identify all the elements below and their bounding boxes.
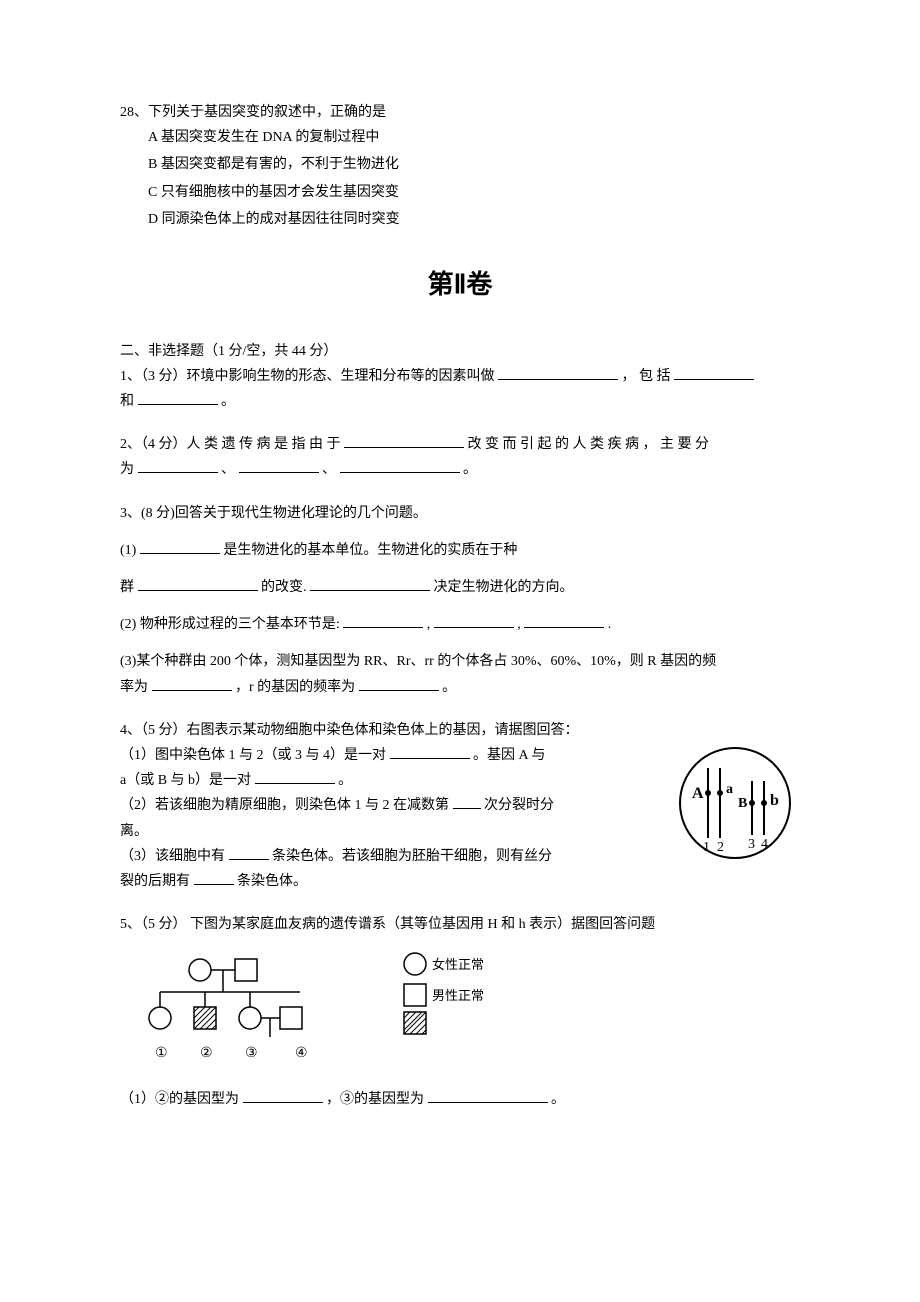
question-28: 28、下列关于基因突变的叙述中，正确的是 A 基因突变发生在 DNA 的复制过程…	[120, 100, 800, 232]
q4-stem: 4、（5 分）右图表示某动物细胞中染色体和染色体上的基因，请据图回答：	[120, 718, 800, 743]
blank	[138, 458, 218, 473]
label-4: 4	[761, 837, 768, 852]
q3-p2-sep1: ,	[427, 617, 431, 632]
q4-p3-d: 条染色体。	[237, 874, 307, 889]
q3-p2-end: .	[608, 617, 612, 632]
q5-stem: 5、（5 分） 下图为某家庭血友病的遗传谱系（其等位基因用 H 和 h 表示）据…	[120, 912, 800, 937]
question-2: 2、（4 分）人 类 遗 传 病 是 指 由 于 改 变 而 引 起 的 人 类…	[120, 432, 800, 482]
q5-p1-c: 。	[551, 1092, 565, 1107]
part2-header: 二、非选择题（1 分/空，共 44 分）	[120, 339, 800, 364]
q28-opt-d: D 同源染色体上的成对基因往往同时突变	[120, 207, 800, 232]
label-3: 3	[748, 837, 755, 852]
q2-sep-2: 、	[322, 462, 336, 477]
blank	[239, 458, 319, 473]
q3-p1-c: 群	[120, 580, 134, 595]
q3-p3-c: ，r 的基因的频率为	[235, 680, 355, 695]
chromosome-diagram: A a B b 1 2 3 4	[670, 743, 800, 872]
blank	[359, 676, 439, 691]
label-b: b	[770, 792, 779, 809]
label-1: 1	[703, 840, 710, 855]
q3-p1-b: 是生物进化的基本单位。生物进化的实质在于种	[223, 543, 517, 558]
q3-p2-sep2: ,	[517, 617, 521, 632]
ped-label-1: ①	[155, 1046, 168, 1061]
q1-text-c: 和	[120, 394, 134, 409]
blank	[524, 613, 604, 628]
q28-opt-b: B 基因突变都是有害的，不利于生物进化	[120, 152, 800, 177]
question-5: 5、（5 分） 下图为某家庭血友病的遗传谱系（其等位基因用 H 和 h 表示）据…	[120, 912, 800, 1112]
label-B: B	[738, 796, 747, 811]
q2-text-a: 2、（4 分）人 类 遗 传 病 是 指 由 于	[120, 437, 341, 452]
q4-p2-a: （2）若该细胞为精原细胞，则染色体 1 与 2 在减数第	[120, 798, 449, 813]
q3-p3-d: 。	[442, 680, 456, 695]
q3-p3-b: 率为	[120, 680, 148, 695]
q3-p2-a: (2) 物种形成过程的三个基本环节是:	[120, 617, 340, 632]
q1-text-a: 1、（3 分）环境中影响生物的形态、生理和分布等的因素叫做	[120, 369, 495, 384]
q28-opt-c: C 只有细胞核中的基因才会发生基因突变	[120, 180, 800, 205]
q4-p1-d: 。	[338, 773, 352, 788]
q4-p1-c: a（或 B 与 b）是一对	[120, 773, 251, 788]
ped-label-3: ③	[245, 1046, 258, 1061]
blank	[674, 365, 754, 380]
label-2: 2	[717, 840, 724, 855]
blank	[310, 576, 430, 591]
blank	[138, 576, 258, 591]
legend-male-normal: 男性正常	[432, 988, 484, 1003]
q4-p1-a: （1）图中染色体 1 与 2（或 3 与 4）是一对	[120, 748, 386, 763]
blank	[194, 870, 234, 885]
q28-opt-a: A 基因突变发生在 DNA 的复制过程中	[120, 125, 800, 150]
q4-p3-a: （3）该细胞中有	[120, 849, 225, 864]
blank	[498, 365, 618, 380]
ped-label-2: ②	[200, 1046, 213, 1061]
q3-stem: 3、(8 分)回答关于现代生物进化理论的几个问题。	[120, 501, 800, 526]
q4-p2-b: 次分裂时分	[484, 798, 554, 813]
q4-p1-b: 。基因 A 与	[473, 748, 545, 763]
label-A: A	[692, 785, 704, 802]
q3-p1-d: 的改变.	[261, 580, 307, 595]
pedigree-legend: 女性正常 男性正常	[400, 952, 530, 1042]
blank	[434, 613, 514, 628]
q28-stem: 28、下列关于基因突变的叙述中，正确的是	[120, 100, 800, 125]
blank	[453, 794, 481, 809]
q2-text-c: 为	[120, 462, 134, 477]
blank	[428, 1088, 548, 1103]
q3-p1-e: 决定生物进化的方向。	[434, 580, 574, 595]
question-1: 1、（3 分）环境中影响生物的形态、生理和分布等的因素叫做 ， 包 括 和 。	[120, 364, 800, 414]
q4-p2-c: 离。	[120, 824, 148, 839]
blank	[340, 458, 460, 473]
blank	[243, 1088, 323, 1103]
q5-p1-b: ，③的基因型为	[326, 1092, 424, 1107]
blank	[138, 390, 218, 405]
q1-text-d: 。	[221, 394, 235, 409]
q3-p3: (3)某个种群由 200 个体，测知基因型为 RR、Rr、rr 的个体各占 30…	[120, 654, 716, 669]
ped-label-4: ④	[295, 1046, 308, 1061]
section-2-title: 第Ⅱ卷	[120, 262, 800, 309]
blank	[255, 769, 335, 784]
q5-p1-a: （1）②的基因型为	[120, 1092, 239, 1107]
blank	[229, 845, 269, 860]
blank	[140, 539, 220, 554]
question-4: 4、（5 分）右图表示某动物细胞中染色体和染色体上的基因，请据图回答： A a …	[120, 718, 800, 894]
q4-p3-b: 条染色体。若该细胞为胚胎干细胞，则有丝分	[272, 849, 552, 864]
pedigree-diagram: ① ② ③ ④	[140, 952, 340, 1072]
blank	[152, 676, 232, 691]
blank	[344, 433, 464, 448]
question-3: 3、(8 分)回答关于现代生物进化理论的几个问题。 (1) 是生物进化的基本单位…	[120, 501, 800, 700]
q1-text-b: ， 包 括	[622, 369, 671, 384]
label-a: a	[726, 782, 733, 797]
legend-female-normal: 女性正常	[432, 957, 484, 972]
blank	[390, 744, 470, 759]
blank	[343, 613, 423, 628]
q2-text-b: 改 变 而 引 起 的 人 类 疾 病 ， 主 要 分	[468, 437, 710, 452]
q3-p1-a: (1)	[120, 543, 140, 558]
q2-sep-1: 、	[221, 462, 235, 477]
q2-end: 。	[463, 462, 477, 477]
q4-p3-c: 裂的后期有	[120, 874, 190, 889]
